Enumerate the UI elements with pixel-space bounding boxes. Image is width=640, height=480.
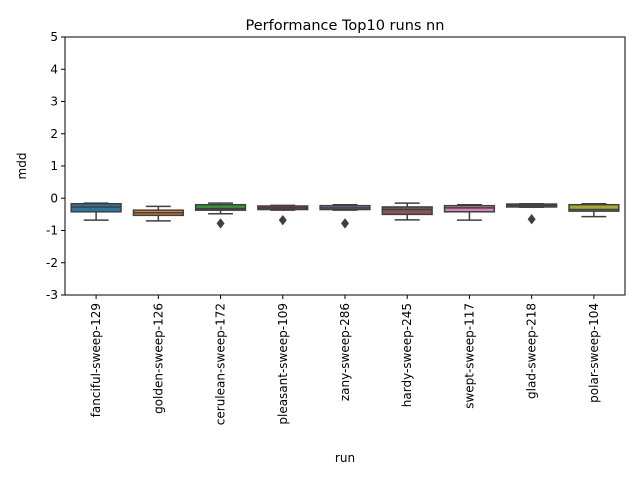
outlier-point bbox=[341, 218, 349, 229]
x-tick-label: swept-sweep-117 bbox=[462, 303, 476, 409]
y-tick-label: 1 bbox=[50, 159, 58, 173]
plot-frame bbox=[64, 36, 626, 296]
y-tick-label: -3 bbox=[46, 288, 58, 302]
y-tick-label: -2 bbox=[46, 256, 58, 270]
box-body bbox=[443, 204, 496, 213]
x-tick-label: fanciful-sweep-129 bbox=[89, 303, 103, 417]
outlier-point bbox=[216, 218, 225, 229]
box-cerulean-sweep-172 bbox=[194, 202, 247, 229]
y-tick-label: 5 bbox=[50, 30, 58, 44]
y-tick-label: 0 bbox=[50, 191, 58, 205]
x-tick-label: polar-sweep-104 bbox=[587, 303, 601, 403]
x-tick-label: cerulean-sweep-172 bbox=[214, 303, 228, 425]
box-hardy-sweep-245 bbox=[381, 202, 433, 221]
y-tick-label: 3 bbox=[50, 95, 58, 109]
box-body bbox=[70, 202, 122, 213]
outlier-point bbox=[527, 214, 536, 225]
box-golden-sweep-126 bbox=[132, 205, 184, 222]
box-glad-sweep-218 bbox=[506, 202, 558, 225]
boxes-layer bbox=[70, 202, 620, 229]
outlier-point bbox=[278, 214, 287, 226]
x-axis-title: run bbox=[335, 451, 355, 465]
box-body bbox=[568, 203, 620, 212]
x-tick-label: golden-sweep-126 bbox=[151, 303, 165, 414]
box-fanciful-sweep-129 bbox=[70, 202, 122, 221]
x-tick-label: hardy-sweep-245 bbox=[400, 303, 414, 407]
y-tick-label: 4 bbox=[50, 62, 58, 76]
box-pleasant-sweep-109 bbox=[257, 204, 309, 226]
box-body bbox=[381, 206, 433, 216]
y-tick-label: 2 bbox=[50, 127, 58, 141]
chart-title: Performance Top10 runs nn bbox=[246, 18, 445, 34]
y-axis: -3 -2 -1 0 1 2 3 4 5 bbox=[46, 30, 65, 302]
box-zany-sweep-286 bbox=[319, 203, 371, 229]
x-tick-label: glad-sweep-218 bbox=[525, 303, 539, 399]
box-body bbox=[194, 203, 247, 211]
y-axis-title: mdd bbox=[15, 153, 29, 180]
x-tick-label: pleasant-sweep-109 bbox=[276, 303, 290, 425]
box-swept-sweep-117 bbox=[443, 203, 496, 221]
x-tick-label: zany-sweep-286 bbox=[338, 303, 352, 401]
y-tick-label: -1 bbox=[46, 224, 58, 238]
x-axis: fanciful-sweep-129 golden-sweep-126 cerule… bbox=[89, 295, 601, 425]
box-polar-sweep-104 bbox=[568, 202, 620, 218]
